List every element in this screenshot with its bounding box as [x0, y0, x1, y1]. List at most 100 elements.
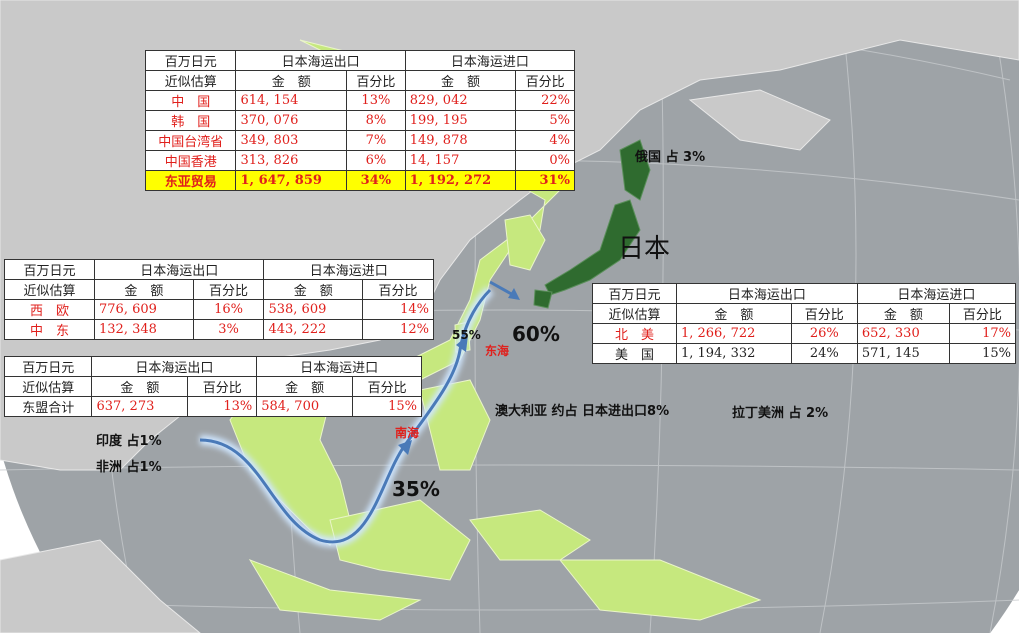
export-percent: 26% [790, 323, 858, 344]
unit-header: 百万日元 [592, 283, 677, 304]
total-export-percent: 34% [346, 170, 406, 191]
land-japan [533, 139, 651, 309]
label-india: 印度 占1% [96, 434, 162, 449]
label-japan: 日本 [618, 234, 671, 264]
region-name: 韩 国 [144, 110, 237, 131]
import-amount: 199, 195 [404, 110, 517, 131]
region-name: 北 美 [592, 323, 677, 344]
table-total-row: 东亚贸易 1, 647, 859 34% 1, 192, 272 31% [144, 170, 575, 191]
import-percent: 17% [948, 323, 1017, 344]
amount-header: 金 额 [263, 279, 364, 300]
region-name: 中 国 [144, 90, 237, 111]
amount-header: 金 额 [235, 70, 348, 91]
region-name: 中国香港 [144, 150, 237, 171]
export-percent: 16% [192, 299, 265, 320]
label-russia: 俄国 占 3% [635, 150, 706, 165]
import-percent: 12% [362, 319, 434, 340]
import-amount: 149, 878 [404, 130, 517, 151]
java-shape [248, 559, 422, 621]
export-amount: 349, 803 [235, 130, 348, 151]
unit-subheader: 近似估算 [592, 303, 677, 324]
total-import-amount: 1, 192, 272 [404, 170, 517, 191]
export-amount: 1, 194, 332 [675, 343, 792, 364]
percent-header: 百分比 [362, 279, 434, 300]
import-amount: 443, 222 [263, 319, 364, 340]
unit-header: 百万日元 [144, 50, 237, 71]
export-percent: 24% [790, 343, 858, 364]
region-name: 东盟合计 [3, 396, 93, 417]
korea-shape [504, 214, 546, 271]
region-name: 美 国 [592, 343, 677, 364]
import-percent: 22% [515, 90, 575, 111]
import-header: 日本海运进口 [256, 356, 422, 377]
import-amount: 538, 609 [263, 299, 364, 320]
label-south-sea: 南海 [395, 426, 420, 440]
table-west: 百万日元 日本海运出口 日本海运进口 近似估算 金 额 百分比 金 额 百分比 … [4, 259, 434, 340]
table-asean: 百万日元 日本海运出口 日本海运进口 近似估算 金 额 百分比 金 额 百分比 … [3, 356, 422, 417]
export-header: 日本海运出口 [91, 356, 258, 377]
percent-header: 百分比 [187, 376, 258, 397]
total-import-percent: 31% [515, 170, 575, 191]
unit-header: 百万日元 [4, 259, 95, 280]
table-america: 百万日元 日本海运出口 日本海运进口 近似估算 金 额 百分比 金 额 百分比 … [592, 283, 1017, 364]
import-header: 日本海运进口 [404, 50, 576, 71]
import-amount: 652, 330 [856, 323, 950, 344]
route-arrow-japan-icon [508, 288, 520, 300]
unit-subheader: 近似估算 [144, 70, 237, 91]
table-row: 中国香港 313, 826 6% 14, 157 0% [144, 150, 575, 171]
import-percent: 5% [515, 110, 575, 131]
import-percent: 4% [515, 130, 575, 151]
label-africa: 非洲 占1% [96, 460, 162, 475]
export-amount: 776, 609 [94, 299, 194, 320]
label-australia: 澳大利亚 约占 日本进出口8% [495, 404, 670, 419]
amount-header: 金 额 [856, 303, 950, 324]
unit-subheader: 近似估算 [3, 376, 93, 397]
table-row: 中 国 614, 154 13% 829, 042 22% [144, 90, 575, 111]
table-row: 美 国 1, 194, 332 24% 571, 145 15% [592, 343, 1017, 364]
export-header: 日本海运出口 [675, 283, 858, 304]
percent-header: 百分比 [192, 279, 265, 300]
total-export-amount: 1, 647, 859 [235, 170, 348, 191]
label-pct-55: 55% [452, 328, 481, 342]
sulawesi-shape [469, 509, 591, 561]
route-arrow-east-icon [456, 335, 468, 352]
export-percent: 3% [192, 319, 265, 340]
percent-header: 百分比 [948, 303, 1017, 324]
unit-subheader: 近似估算 [4, 279, 95, 300]
import-amount: 584, 700 [256, 396, 354, 417]
import-amount: 571, 145 [856, 343, 950, 364]
import-header: 日本海运进口 [263, 259, 434, 280]
export-percent: 13% [187, 396, 258, 417]
export-amount: 614, 154 [235, 90, 348, 111]
import-percent: 15% [352, 396, 422, 417]
export-amount: 1, 266, 722 [675, 323, 792, 344]
export-amount: 132, 348 [94, 319, 194, 340]
table-row: 韩 国 370, 076 8% 199, 195 5% [144, 110, 575, 131]
import-percent: 15% [948, 343, 1017, 364]
region-name: 中国台湾省 [144, 130, 237, 151]
table-east-asia: 百万日元 日本海运出口 日本海运进口 近似估算 金 额 百分比 金 额 百分比 … [144, 50, 576, 191]
table-row: 中 东 132, 348 3% 443, 222 12% [4, 319, 434, 340]
amount-header: 金 额 [675, 303, 792, 324]
label-latin-america: 拉丁美洲 占 2% [732, 406, 829, 421]
table-row: 西 欧 776, 609 16% 538, 609 14% [4, 299, 434, 320]
table-row: 东盟合计 637, 273 13% 584, 700 15% [3, 396, 422, 417]
export-header: 日本海运出口 [93, 259, 265, 280]
unit-header: 百万日元 [3, 356, 93, 377]
import-amount: 14, 157 [404, 150, 517, 171]
amount-header: 金 额 [404, 70, 517, 91]
import-amount: 829, 042 [404, 90, 517, 111]
region-name: 西 欧 [4, 299, 95, 320]
import-percent: 14% [362, 299, 434, 320]
import-percent: 0% [515, 150, 575, 171]
export-amount: 637, 273 [91, 396, 189, 417]
total-name: 东亚贸易 [144, 170, 237, 191]
region-name: 中 东 [4, 319, 95, 340]
export-percent: 6% [346, 150, 406, 171]
amount-header: 金 额 [94, 279, 194, 300]
label-east-sea: 东海 [485, 344, 510, 358]
label-pct-35: 35% [392, 477, 440, 501]
percent-header: 百分比 [352, 376, 422, 397]
label-pct-60: 60% [512, 322, 560, 346]
export-percent: 7% [346, 130, 406, 151]
